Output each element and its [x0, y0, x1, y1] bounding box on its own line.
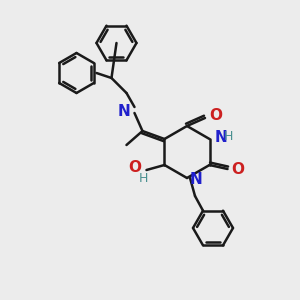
Text: H: H — [139, 172, 148, 184]
Text: O: O — [209, 109, 222, 124]
Text: N: N — [214, 130, 227, 145]
Text: N: N — [118, 103, 131, 118]
Text: N: N — [190, 172, 203, 188]
Text: H: H — [224, 130, 233, 143]
Text: O: O — [232, 161, 244, 176]
Text: O: O — [128, 160, 142, 175]
